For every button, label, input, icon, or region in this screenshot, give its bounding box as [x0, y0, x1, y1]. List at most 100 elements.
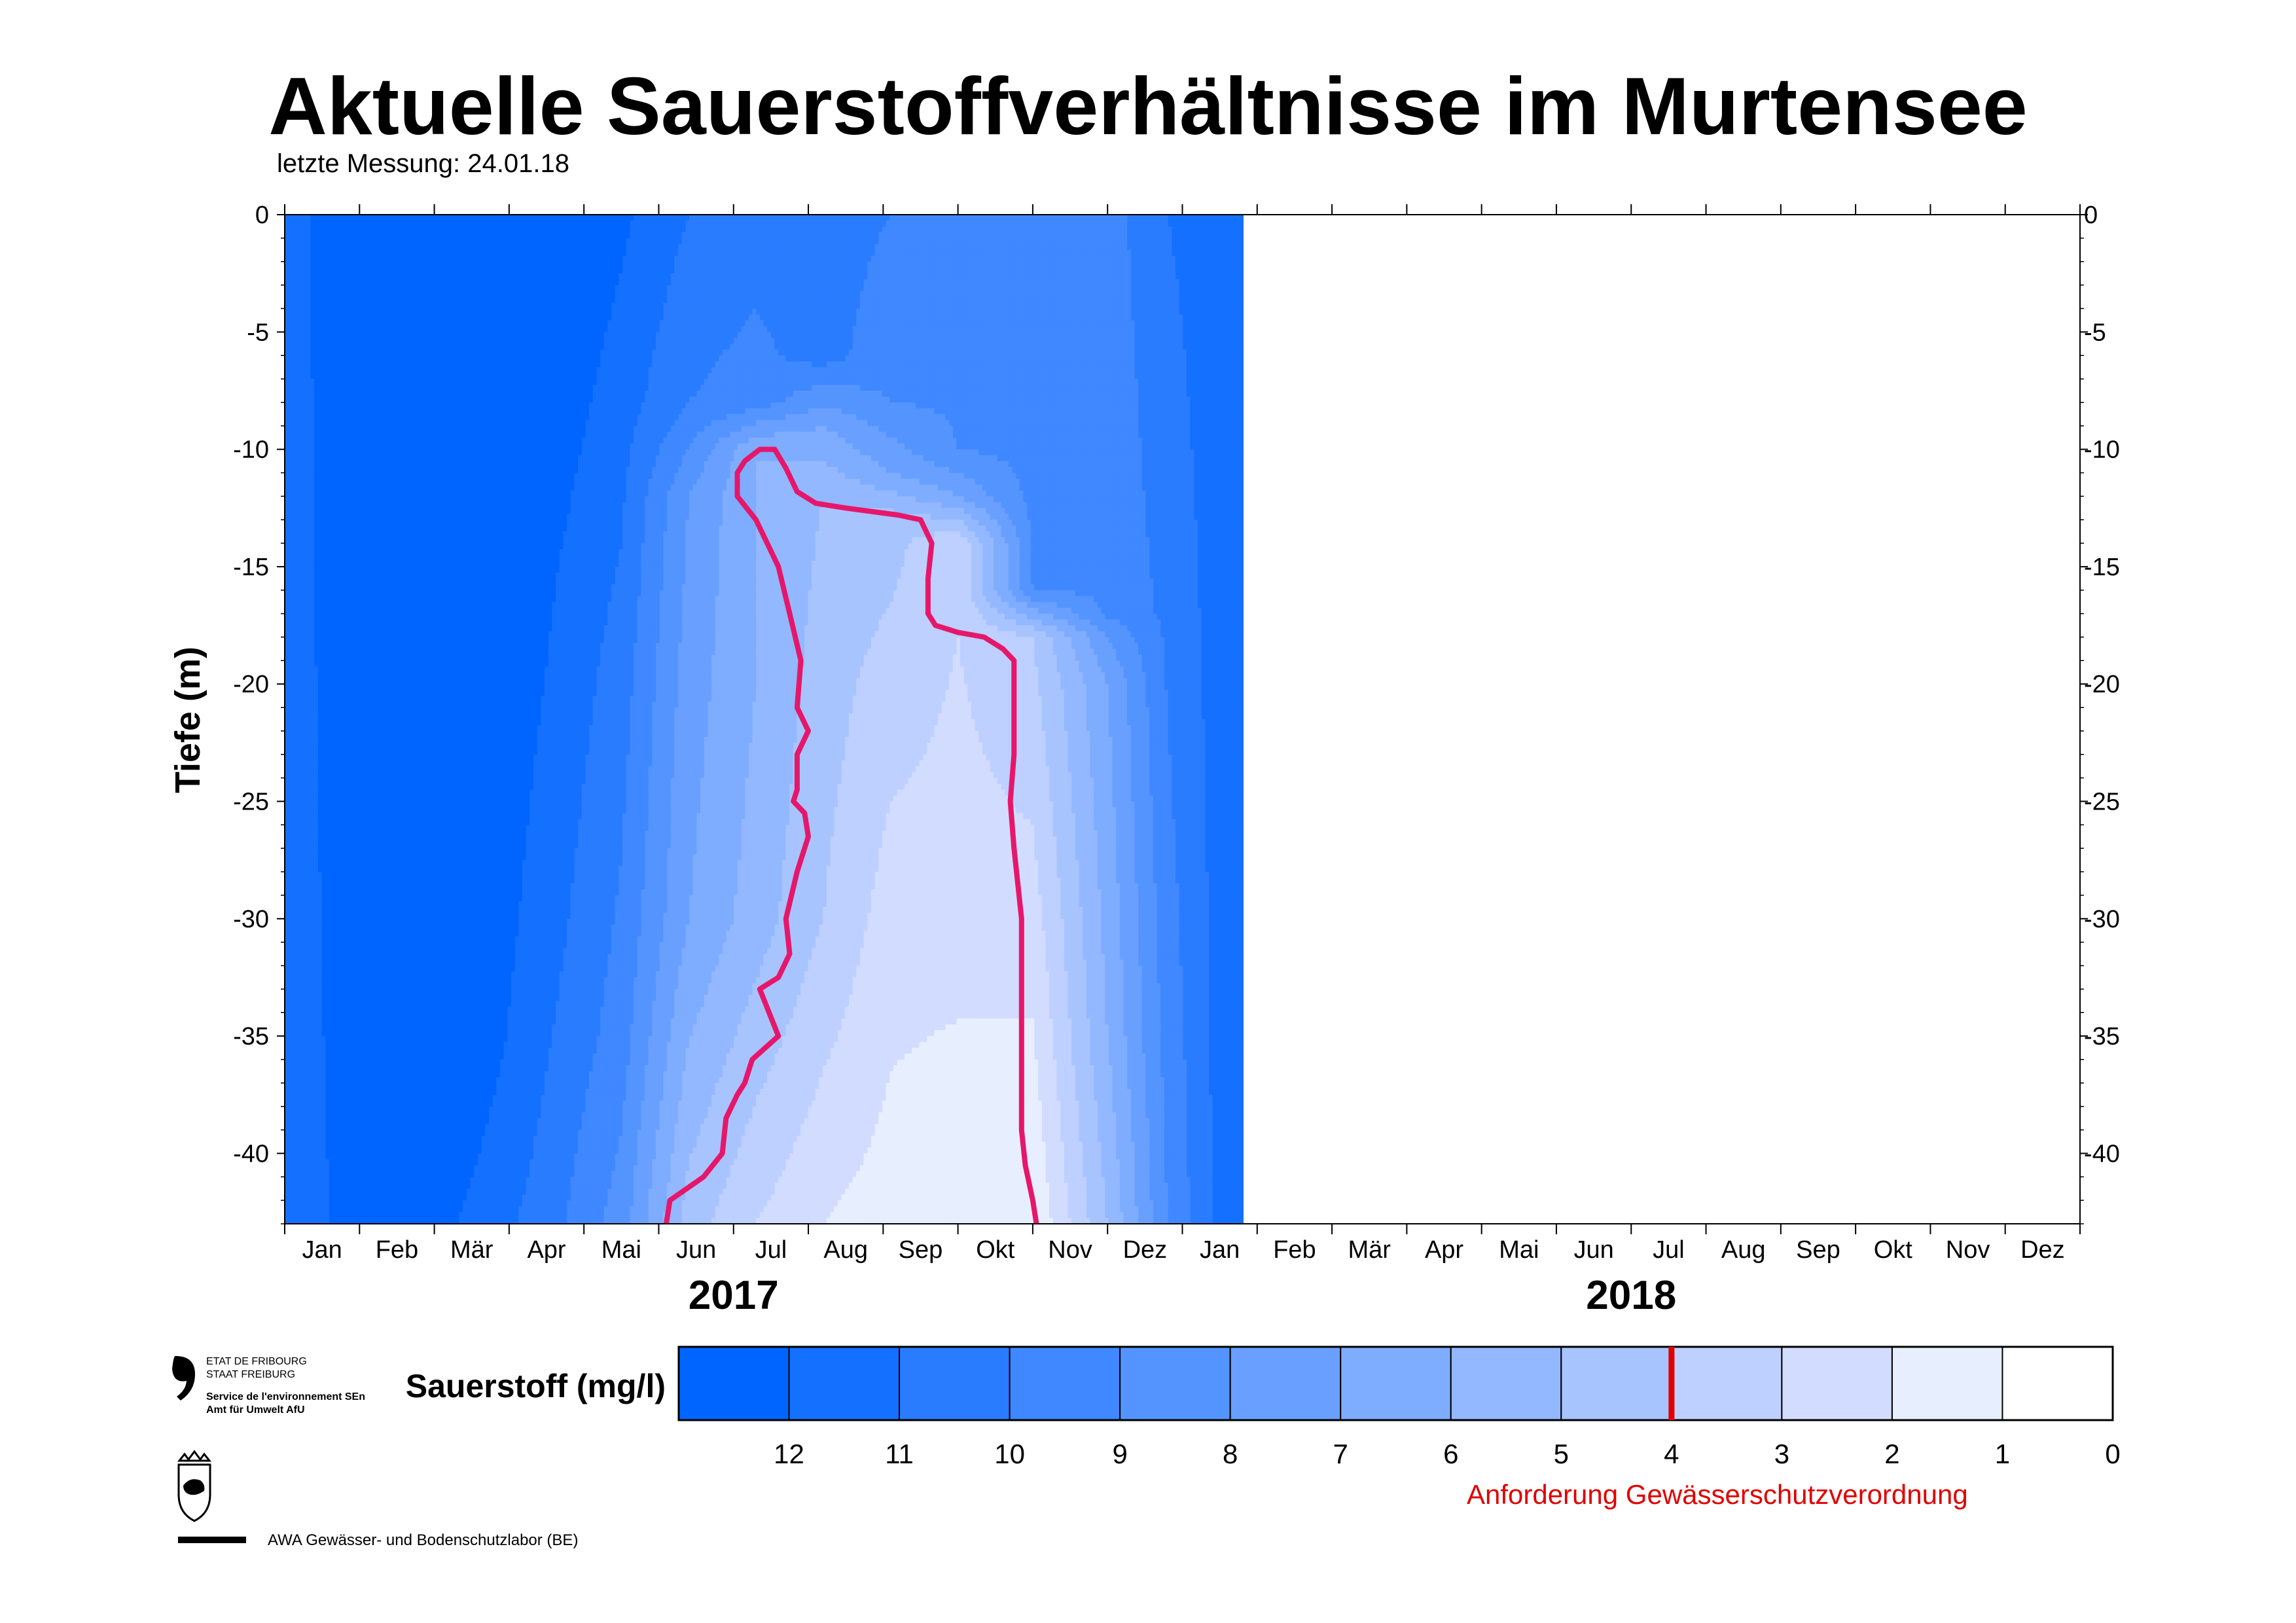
heatmap-cell	[296, 408, 300, 415]
heatmap-cell	[325, 384, 330, 391]
heatmap-cell	[355, 1048, 360, 1054]
heatmap-cell	[374, 643, 378, 650]
heatmap-cell	[310, 660, 315, 668]
heatmap-cell	[340, 508, 345, 515]
heatmap-cell	[370, 619, 374, 626]
heatmap-cell	[359, 584, 363, 591]
heatmap-cell	[370, 965, 374, 972]
heatmap-cell	[366, 1118, 371, 1125]
heatmap-cell	[377, 895, 382, 902]
heatmap-cell	[325, 989, 330, 996]
heatmap-cell	[292, 431, 296, 438]
heatmap-cell	[363, 613, 367, 620]
heatmap-cell	[296, 878, 300, 884]
heatmap-cell	[340, 918, 345, 925]
heatmap-cell	[288, 1059, 293, 1066]
heatmap-cell	[351, 484, 356, 491]
heatmap-cell	[355, 736, 360, 743]
heatmap-cell	[307, 713, 312, 720]
heatmap-cell	[363, 889, 367, 896]
heatmap-cell	[329, 825, 334, 832]
heatmap-cell	[355, 361, 360, 368]
heatmap-cell	[359, 1106, 363, 1113]
heatmap-cell	[329, 373, 334, 380]
heatmap-cell	[321, 572, 327, 579]
heatmap-cell	[292, 508, 296, 515]
heatmap-cell	[336, 1012, 341, 1020]
heatmap-cell	[351, 965, 356, 972]
heatmap-cell	[366, 514, 371, 520]
heatmap-cell	[344, 601, 349, 609]
heatmap-cell	[348, 1065, 352, 1072]
heatmap-cell	[336, 1054, 341, 1060]
heatmap-cell	[318, 1077, 323, 1084]
heatmap-cell	[388, 279, 393, 286]
heatmap-cell	[329, 1059, 334, 1066]
heatmap-cell	[332, 402, 338, 409]
heatmap-cell	[351, 1106, 356, 1113]
heatmap-cell	[314, 326, 319, 333]
heatmap-cell	[299, 373, 304, 380]
heatmap-cell	[359, 631, 363, 638]
heatmap-cell	[292, 249, 296, 257]
heatmap-cell	[340, 291, 345, 298]
heatmap-cell	[288, 619, 293, 626]
heatmap-cell	[366, 971, 371, 978]
heatmap-cell	[363, 296, 367, 304]
heatmap-cell	[351, 314, 356, 321]
heatmap-cell	[344, 918, 349, 925]
heatmap-cell	[303, 1153, 308, 1160]
heatmap-cell	[374, 1106, 378, 1113]
heatmap-cell	[307, 478, 312, 486]
heatmap-cell	[299, 261, 304, 268]
heatmap-cell	[381, 690, 386, 696]
heatmap-cell	[374, 543, 378, 550]
heatmap-cell	[385, 601, 389, 609]
heatmap-cell	[288, 425, 293, 433]
heatmap-cell	[363, 801, 367, 808]
heatmap-cell	[314, 983, 319, 990]
heatmap-cell	[351, 860, 356, 866]
heatmap-cell	[344, 308, 349, 315]
heatmap-cell	[388, 971, 393, 978]
heatmap-cell	[340, 854, 345, 861]
heatmap-cell	[351, 1001, 356, 1008]
heatmap-cell	[363, 854, 367, 861]
heatmap-cell	[292, 273, 296, 280]
heatmap-cell	[310, 1188, 315, 1195]
heatmap-cell	[314, 419, 319, 427]
heatmap-cell	[359, 502, 363, 509]
heatmap-cell	[351, 238, 356, 245]
heatmap-cell	[318, 520, 323, 526]
heatmap-cell	[366, 1007, 371, 1014]
heatmap-cell	[370, 531, 374, 538]
heatmap-cell	[351, 554, 356, 562]
heatmap-cell	[377, 1036, 382, 1043]
heatmap-cell	[285, 754, 289, 761]
heatmap-cell	[285, 543, 289, 550]
heatmap-cell	[314, 954, 319, 961]
heatmap-cell	[351, 713, 356, 720]
heatmap-cell	[285, 296, 289, 304]
heatmap-cell	[377, 883, 382, 890]
heatmap-cell	[381, 338, 386, 345]
heatmap-cell	[336, 326, 341, 333]
heatmap-cell	[374, 467, 378, 474]
heatmap-cell	[303, 361, 308, 368]
heatmap-cell	[307, 696, 312, 702]
heatmap-cell	[285, 1141, 289, 1149]
heatmap-cell	[355, 455, 360, 462]
heatmap-cell	[370, 1118, 374, 1125]
heatmap-cell	[321, 332, 327, 339]
heatmap-cell	[292, 660, 296, 668]
heatmap-cell	[374, 1082, 378, 1090]
heatmap-cell	[321, 836, 327, 844]
heatmap-cell	[366, 467, 371, 474]
heatmap-cell	[340, 707, 345, 714]
heatmap-cell	[366, 1194, 371, 1201]
heatmap-cell	[344, 496, 349, 503]
heatmap-cell	[288, 895, 293, 902]
heatmap-cell	[377, 730, 382, 738]
heatmap-cell	[388, 613, 393, 620]
heatmap-cell	[288, 1012, 293, 1020]
